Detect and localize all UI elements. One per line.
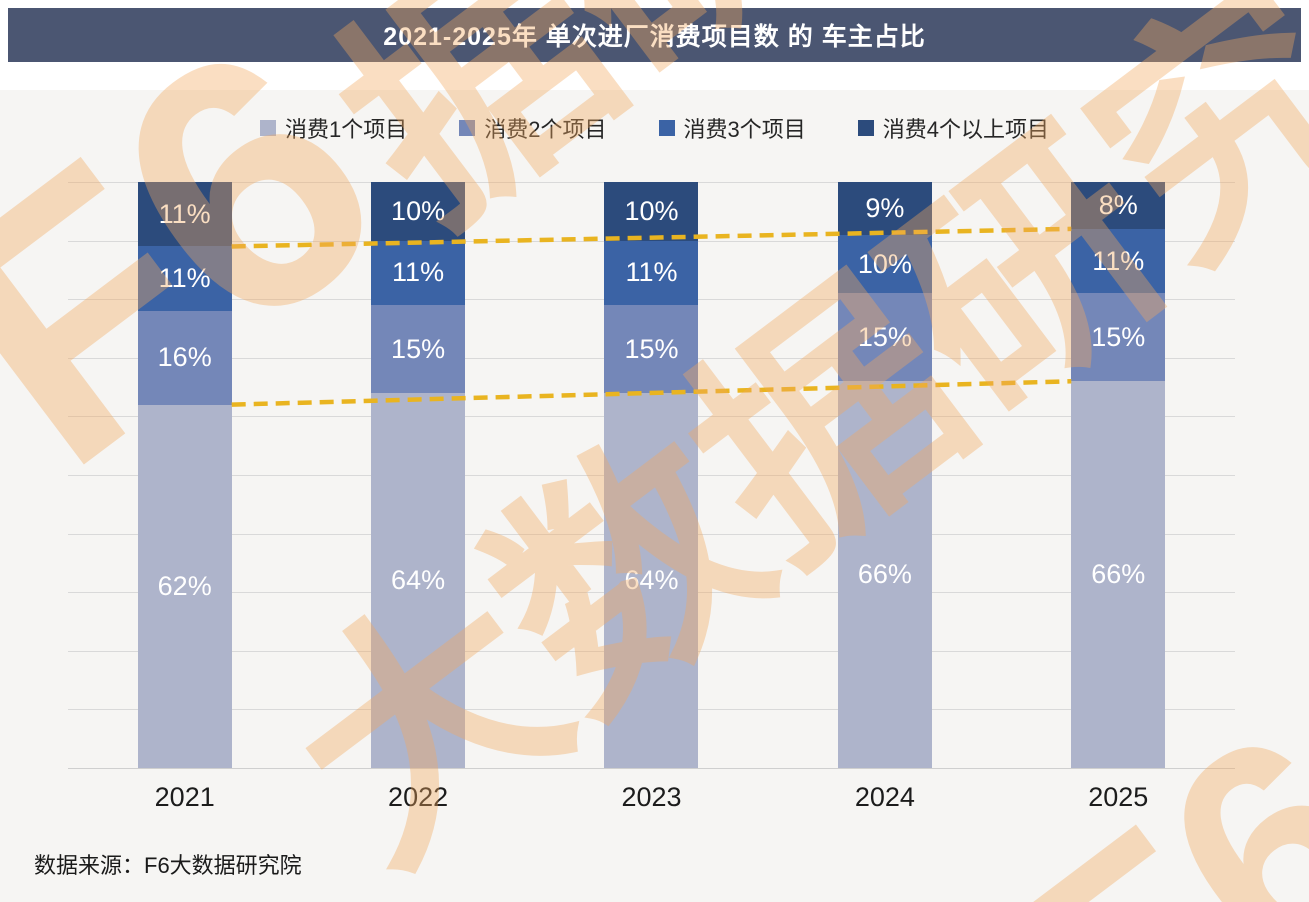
stacked-bar-2023: 64% 15% 11% 10% — [604, 182, 699, 768]
bar-slot-2021: 62% 16% 11% 11% — [68, 182, 301, 768]
segment-value-label: 64% — [624, 564, 679, 595]
segment-2022-series-3: 11% — [371, 240, 466, 306]
gridline-0 — [68, 768, 1235, 769]
segment-value-label: 10% — [857, 248, 912, 279]
segment-value-label: 15% — [1091, 321, 1146, 352]
segment-value-label: 62% — [157, 570, 212, 601]
bar-slot-2022: 64% 15% 11% 10% — [301, 182, 534, 768]
legend-swatch-icon — [857, 120, 874, 136]
segment-2022-series-4: 10% — [371, 182, 466, 241]
segment-2022-series-2: 15% — [371, 305, 466, 393]
legend-swatch-icon — [260, 120, 276, 136]
segment-value-label: 10% — [624, 195, 679, 226]
segment-2021-series-3: 11% — [137, 246, 232, 311]
segment-2025-series-1: 66% — [1071, 381, 1166, 768]
x-axis-label-2021: 2021 — [154, 782, 215, 812]
legend-item-1: 消费1个项目 — [260, 112, 407, 144]
chart-title: 2021-2025年 单次进厂消费项目数 的 车主占比 — [383, 23, 926, 51]
legend-item-2: 消费2个项目 — [459, 112, 607, 144]
segment-2024-series-1: 66% — [837, 381, 932, 768]
segment-2023-series-3: 11% — [604, 240, 699, 306]
segment-value-label: 11% — [392, 257, 445, 288]
segment-2025-series-2: 15% — [1071, 293, 1166, 382]
segment-value-label: 11% — [1092, 245, 1145, 276]
legend-swatch-icon — [459, 120, 476, 136]
segment-2023-series-2: 15% — [604, 305, 699, 393]
segment-value-label: 15% — [624, 333, 679, 364]
segment-2022-series-1: 64% — [371, 392, 466, 768]
segment-2021-series-4: 11% — [137, 182, 232, 247]
segment-value-label: 10% — [391, 195, 446, 226]
bar-slot-2023: 64% 15% 11% 10% — [535, 182, 768, 768]
stacked-bar-2022: 64% 15% 11% 10% — [371, 182, 466, 768]
segment-2021-series-2: 16% — [137, 310, 232, 405]
stacked-bar-2024: 66% 15% 10% 9% — [837, 182, 932, 768]
legend-swatch-icon — [658, 120, 675, 136]
legend-item-4: 消费4个以上项目 — [857, 112, 1049, 144]
segment-2021-series-1: 62% — [137, 404, 232, 768]
bar-slot-2024: 66% 15% 10% 9% — [768, 182, 1001, 768]
legend-item-3: 消费3个项目 — [658, 112, 806, 144]
segment-value-label: 11% — [158, 198, 211, 229]
segment-value-label: 11% — [158, 263, 211, 294]
segment-value-label: 66% — [857, 559, 912, 590]
legend-label: 消费3个项目 — [683, 117, 806, 142]
legend-label: 消费4个以上项目 — [882, 117, 1049, 142]
segment-2024-series-2: 15% — [837, 293, 932, 382]
legend-label: 消费1个项目 — [285, 117, 408, 142]
segment-value-label: 15% — [391, 333, 446, 364]
x-axis-label-2022: 2022 — [388, 782, 449, 812]
stacked-bar-2021: 62% 16% 11% 11% — [137, 182, 232, 768]
x-axis-label-2024: 2024 — [854, 782, 915, 812]
segment-2024-series-4: 9% — [837, 182, 932, 235]
segment-value-label: 8% — [1098, 189, 1138, 220]
x-axis-label-2025: 2025 — [1088, 782, 1149, 812]
segment-2025-series-3: 11% — [1071, 228, 1166, 294]
legend: 消费1个项目 消费2个项目 消费3个项目 消费4个以上项目 — [0, 112, 1309, 144]
bar-slot-2025: 66% 15% 11% 8% — [1002, 182, 1235, 768]
segment-2023-series-4: 10% — [604, 182, 699, 241]
source-note: 数据来源：F6大数据研究院 — [34, 853, 302, 878]
plot-area: 62% 16% 11% 11% 64% 15% 11% 10% 64% 15% 11% 10% 66% 1… — [68, 182, 1235, 769]
stacked-bar-2025: 66% 15% 11% 8% — [1071, 182, 1166, 768]
segment-value-label: 66% — [1091, 559, 1146, 590]
segment-value-label: 11% — [625, 257, 678, 288]
segment-value-label: 9% — [865, 192, 905, 223]
segment-value-label: 16% — [157, 342, 212, 373]
chart-title-banner: 2021-2025年 单次进厂消费项目数 的 车主占比 — [8, 8, 1301, 62]
segment-2025-series-4: 8% — [1071, 182, 1166, 229]
segment-2023-series-1: 64% — [604, 392, 699, 768]
x-axis-labels: 2021 2022 2023 2024 2025 — [68, 782, 1235, 822]
segment-value-label: 64% — [391, 564, 446, 595]
segment-value-label: 15% — [857, 321, 912, 352]
x-axis-label-2023: 2023 — [621, 782, 682, 812]
legend-label: 消费2个项目 — [484, 117, 607, 142]
segment-2024-series-3: 10% — [837, 234, 932, 294]
